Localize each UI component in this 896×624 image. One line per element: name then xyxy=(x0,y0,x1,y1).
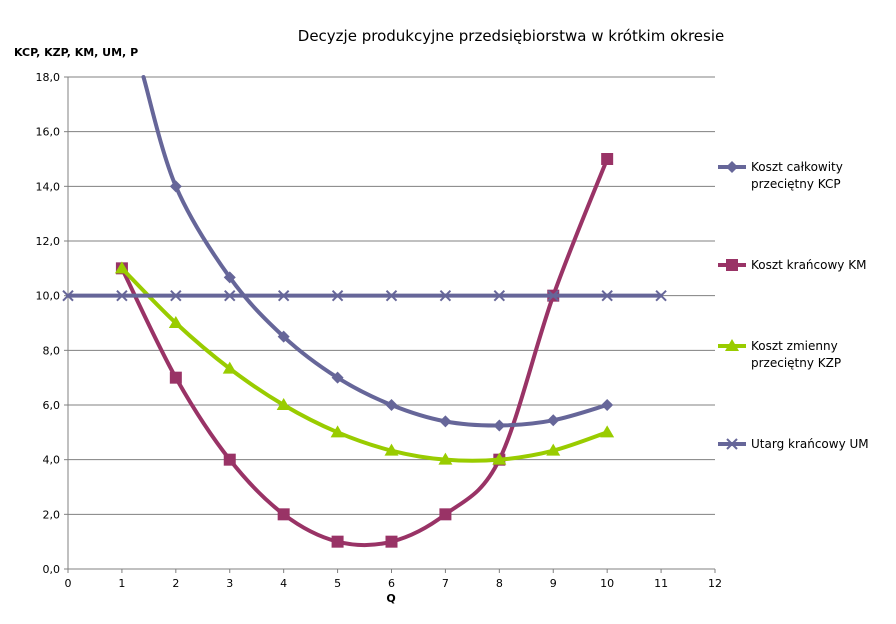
data-point xyxy=(547,289,559,302)
legend-label: Koszt zmienny xyxy=(751,339,838,353)
series-line xyxy=(119,157,610,548)
data-point xyxy=(439,415,452,428)
data-point xyxy=(601,399,614,411)
data-point xyxy=(385,399,398,411)
x-tick-label: 11 xyxy=(654,577,668,590)
legend-swatch-marker xyxy=(725,339,739,351)
x-tick-label: 1 xyxy=(118,577,125,590)
data-point xyxy=(62,289,74,302)
legend-item: Koszt zmienny przeciętny KZP xyxy=(718,339,841,370)
legend-label: Koszt całkowity xyxy=(751,160,843,174)
data-point xyxy=(385,289,398,302)
data-point xyxy=(331,535,344,548)
legend-label: Utarg krańcowy UM xyxy=(751,437,869,451)
data-point xyxy=(546,443,561,456)
data-point xyxy=(168,316,183,328)
data-point xyxy=(331,371,344,384)
data-point xyxy=(492,452,507,465)
axis-layer: 0,02,04,06,08,010,012,014,016,018,00 1 2 3 4… xyxy=(36,71,723,590)
x-axis-title: Q xyxy=(386,592,395,605)
x-tick-label: 10 xyxy=(600,577,614,590)
series-line xyxy=(119,266,610,463)
data-point xyxy=(223,453,236,466)
data-point xyxy=(222,361,237,374)
data-point xyxy=(384,443,399,456)
data-point xyxy=(114,261,129,274)
chart-title: Decyzje produkcyjne przedsiębiorstwa w k… xyxy=(298,27,724,45)
x-tick-label: 6 xyxy=(388,577,395,590)
data-point xyxy=(385,535,398,548)
y-tick-label: 4,0 xyxy=(43,454,61,467)
data-point xyxy=(547,414,560,427)
data-point xyxy=(331,289,344,302)
data-point xyxy=(277,330,290,343)
data-point xyxy=(493,419,506,432)
x-tick-label: 5 xyxy=(334,577,341,590)
y-axis-title: KCP, KZP, KM, UM, P xyxy=(14,46,138,59)
series-0 xyxy=(141,75,614,432)
x-tick-label: 2 xyxy=(172,577,179,590)
x-tick-label: 4 xyxy=(280,577,287,590)
y-tick-label: 10,0 xyxy=(36,290,61,303)
y-tick-label: 16,0 xyxy=(36,126,61,139)
data-point xyxy=(169,371,182,384)
legend: Koszt całkowity przeciętny KCP Koszt krańc… xyxy=(718,160,869,451)
data-point xyxy=(170,289,182,302)
legend-label: przeciętny KCP xyxy=(751,177,841,191)
x-tick-label: 7 xyxy=(442,577,449,590)
series-layer xyxy=(62,75,667,548)
x-tick-label: 3 xyxy=(226,577,233,590)
legend-label: przeciętny KZP xyxy=(751,356,841,370)
legend-label: Koszt krańcowy KM xyxy=(751,258,866,272)
legend-swatch-marker xyxy=(726,161,738,173)
data-point xyxy=(277,508,290,521)
x-tick-label: 12 xyxy=(708,577,722,590)
data-point xyxy=(224,289,236,302)
legend-item: Koszt całkowity przeciętny KCP xyxy=(718,160,843,191)
x-tick-label: 8 xyxy=(496,577,503,590)
y-tick-label: 6,0 xyxy=(43,399,61,412)
y-tick-label: 14,0 xyxy=(36,180,61,193)
x-tick-label: 9 xyxy=(550,577,557,590)
y-tick-label: 0,0 xyxy=(43,563,61,576)
legend-item: Koszt krańcowy KM xyxy=(718,258,866,272)
data-point xyxy=(169,180,182,193)
data-point xyxy=(601,289,613,302)
data-point xyxy=(276,398,291,410)
y-tick-label: 8,0 xyxy=(43,344,61,357)
data-point xyxy=(277,289,290,302)
series-2 xyxy=(114,261,615,465)
data-point xyxy=(330,425,345,438)
data-point xyxy=(438,452,453,465)
legend-swatch-marker xyxy=(726,259,738,271)
legend-item: Utarg krańcowy UM xyxy=(718,437,869,451)
data-point xyxy=(439,508,452,521)
data-point xyxy=(223,271,236,284)
x-tick-label: 0 xyxy=(65,577,72,590)
data-point xyxy=(600,425,615,438)
data-point xyxy=(601,153,614,165)
data-point xyxy=(655,289,667,302)
y-tick-label: 12,0 xyxy=(36,235,61,248)
data-point xyxy=(439,289,452,302)
data-point xyxy=(493,289,506,302)
series-3 xyxy=(62,289,667,302)
data-point xyxy=(116,289,128,302)
legend-swatch-marker xyxy=(726,438,738,450)
y-tick-label: 2,0 xyxy=(43,508,61,521)
series-line xyxy=(141,75,610,428)
y-tick-label: 18,0 xyxy=(36,71,61,84)
